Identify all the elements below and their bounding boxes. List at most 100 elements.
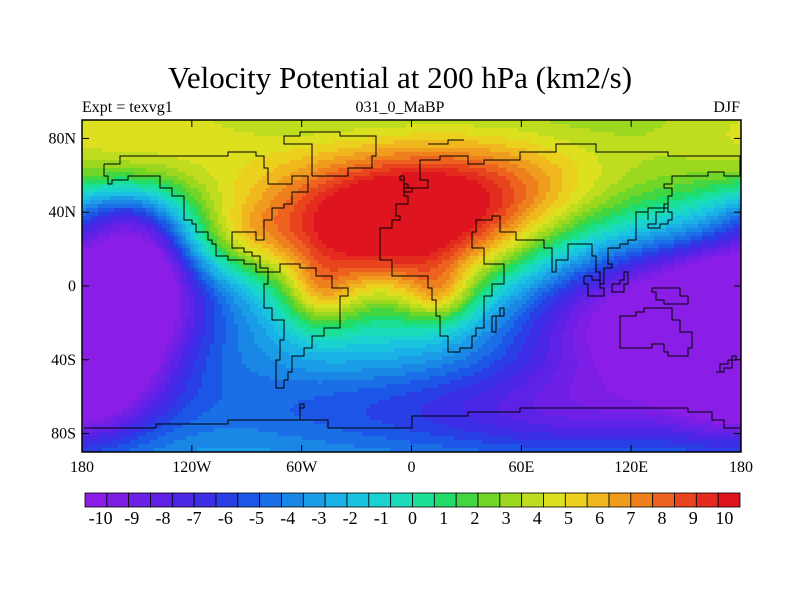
field-cell [246,320,259,325]
field-cell [474,292,479,297]
field-cell [494,280,503,285]
field-cell [502,304,511,309]
field-cell [426,416,471,421]
field-cell [642,280,741,285]
field-cell [234,204,243,209]
field-cell [222,284,231,289]
field-cell [178,300,183,305]
field-cell [250,224,263,229]
chart-title: Velocity Potential at 200 hPa (km2/s) [167,60,633,95]
field-cell [366,408,423,413]
field-cell [250,324,263,329]
field-cell [538,188,551,193]
field-cell [202,376,223,381]
field-cell [202,280,207,285]
field-cell [454,156,495,161]
field-cell [186,172,211,177]
field-cell [570,396,623,401]
field-cell [610,244,623,249]
field-cell [486,252,491,257]
field-cell [414,292,427,297]
field-cell [170,392,183,397]
field-cell [338,296,347,301]
x-tick-label: 60E [508,459,534,476]
field-cell [362,328,447,333]
field-cell [686,260,699,265]
field-cell [166,244,171,249]
field-cell [518,240,527,245]
field-cell [178,376,191,381]
field-cell [374,376,431,381]
field-cell [202,384,223,389]
field-cell [490,364,507,369]
field-cell [194,236,199,241]
field-cell [214,176,239,181]
field-cell [158,228,163,233]
field-cell [86,204,99,209]
field-cell [298,236,311,241]
field-cell [658,244,675,249]
field-cell [90,216,99,221]
field-cell [454,316,463,321]
field-cell [522,244,531,249]
colorbar-swatch [521,492,544,508]
field-cell [462,332,475,337]
field-cell [710,200,727,205]
field-cell [506,268,515,273]
field-cell [570,240,583,245]
field-cell [146,408,159,413]
field-cell [82,220,91,225]
field-cell [282,308,291,313]
field-cell [202,164,247,169]
field-cell [450,256,459,261]
field-cell [294,204,307,209]
field-cell [442,340,463,345]
field-cell [342,308,355,313]
field-cell [494,256,503,261]
field-cell [194,288,203,293]
field-cell [170,232,175,237]
field-cell [562,224,575,229]
field-cell [318,380,323,385]
field-cell [158,364,163,369]
field-cell [198,280,203,285]
field-cell [218,184,235,189]
field-cell [82,304,179,309]
field-cell [298,296,303,301]
field-cell [198,260,203,265]
field-cell [222,368,251,373]
field-cell [578,164,603,169]
field-cell [618,192,643,197]
field-cell [82,288,179,293]
field-cell [302,300,307,305]
field-cell [466,268,471,273]
field-cell [594,224,611,229]
field-cell [302,252,311,257]
field-cell [222,372,259,377]
field-cell [178,188,187,193]
field-cell [90,236,99,241]
field-cell [202,288,207,293]
field-cell [426,368,459,373]
field-cell [206,184,219,189]
field-cell [670,200,695,205]
field-cell [226,288,235,293]
field-cell [442,444,523,449]
field-cell [162,252,167,257]
field-cell [178,276,183,281]
field-cell [358,180,479,185]
field-cell [394,152,471,157]
field-cell [562,300,575,305]
field-cell [226,220,235,225]
field-cell [134,424,147,429]
field-cell [182,268,187,273]
field-cell [538,216,547,221]
field-cell [242,296,251,301]
field-cell [470,288,475,293]
field-cell [622,284,635,289]
field-cell [646,412,679,417]
field-cell [574,224,583,229]
x-tick-label: 120W [172,459,212,476]
field-cell [170,256,175,261]
field-cell [306,284,311,289]
